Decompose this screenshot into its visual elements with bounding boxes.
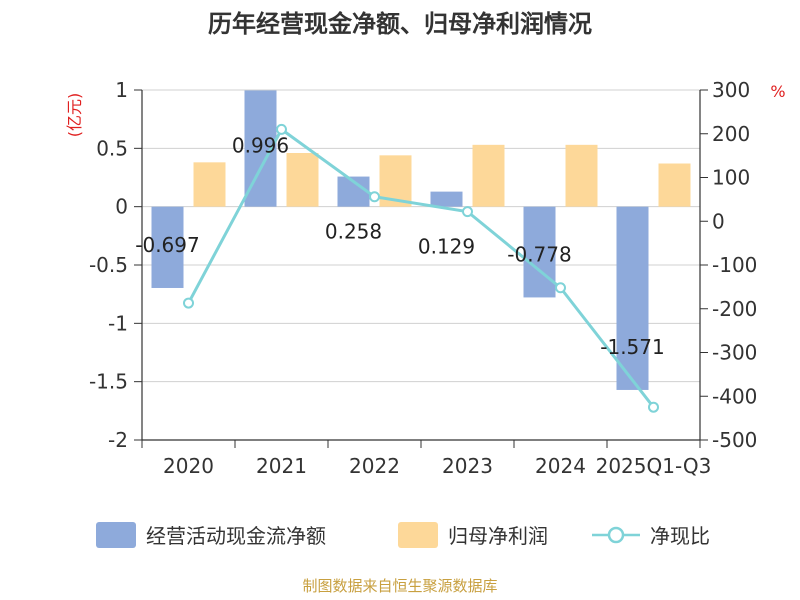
bar-cashflow (430, 191, 463, 207)
ratio-point (183, 297, 194, 309)
ratio-point (648, 401, 659, 413)
ratio-line-path (187, 127, 655, 409)
ratio-point (369, 191, 380, 203)
bar-cashflow (616, 206, 649, 390)
legend-label-ratio: 净现比 (650, 524, 710, 548)
ratio-point (276, 123, 287, 135)
chart-title: 历年经营现金净额、归母净利润情况 (208, 10, 592, 38)
left-tick-label: -2 (108, 428, 128, 452)
x-tick-label: 2024 (535, 454, 586, 478)
ratio-line (183, 123, 659, 413)
bar-cashflow (151, 206, 184, 288)
bar-net-profit (193, 162, 226, 207)
data-label-cashflow: 0.258 (325, 220, 382, 244)
grid (142, 89, 700, 441)
legend: 经营活动现金流净额 归母净利润 净现比 (96, 522, 710, 548)
right-tick-label: -500 (712, 428, 757, 452)
ratio-point (462, 206, 473, 218)
legend-marker-ratio (607, 526, 625, 544)
axes (134, 89, 708, 448)
legend-swatch-net-profit (398, 522, 438, 548)
right-tick-label: 100 (712, 166, 750, 190)
left-tick-label: -0.5 (89, 253, 128, 277)
left-tick-label: 0 (115, 195, 128, 219)
x-tick-label: 2021 (256, 454, 307, 478)
source-note: 制图数据来自恒生聚源数据库 (302, 577, 497, 595)
right-axis-unit: % (770, 82, 785, 101)
ratio-point (555, 282, 566, 294)
right-tick-label: -100 (712, 253, 757, 277)
data-labels: -0.697 0.996 0.258 0.129 -0.778 -1.571 (135, 133, 664, 358)
left-tick-label: -1 (108, 311, 128, 335)
right-tick-label: -200 (712, 297, 757, 321)
legend-label-net-profit: 归母净利润 (448, 524, 548, 548)
bar-cashflow (523, 206, 556, 298)
x-tick-label: 2020 (163, 454, 214, 478)
data-label-cashflow: 0.129 (418, 235, 475, 259)
right-tick-label: 0 (712, 209, 725, 233)
tick-labels: 1 0.5 0 -0.5 -1 -1.5 -2 300 200 100 0 -100 -200 -300 -… (89, 78, 757, 478)
data-label-cashflow: -1.571 (600, 335, 664, 359)
bar-net-profit (472, 144, 505, 207)
x-tick-label: 2025Q1-Q3 (596, 454, 712, 478)
left-tick-label: -1.5 (89, 370, 128, 394)
right-tick-label: 300 (712, 78, 750, 102)
right-tick-label: -400 (712, 384, 757, 408)
right-tick-label: 200 (712, 122, 750, 146)
left-axis-unit: (亿元) (65, 93, 84, 138)
data-label-cashflow: -0.778 (507, 242, 571, 266)
legend-swatch-cashflow (96, 522, 136, 548)
left-tick-label: 0.5 (96, 136, 128, 160)
bar-net-profit (565, 144, 598, 207)
x-tick-label: 2022 (349, 454, 400, 478)
bar-net-profit (286, 153, 319, 207)
left-tick-label: 1 (115, 78, 128, 102)
data-label-cashflow: 0.996 (232, 133, 289, 157)
x-tick-label: 2023 (442, 454, 493, 478)
right-tick-label: -300 (712, 341, 757, 365)
data-label-cashflow: -0.697 (135, 233, 199, 257)
legend-label-cashflow: 经营活动现金流净额 (146, 524, 326, 548)
bar-net-profit (658, 163, 691, 207)
